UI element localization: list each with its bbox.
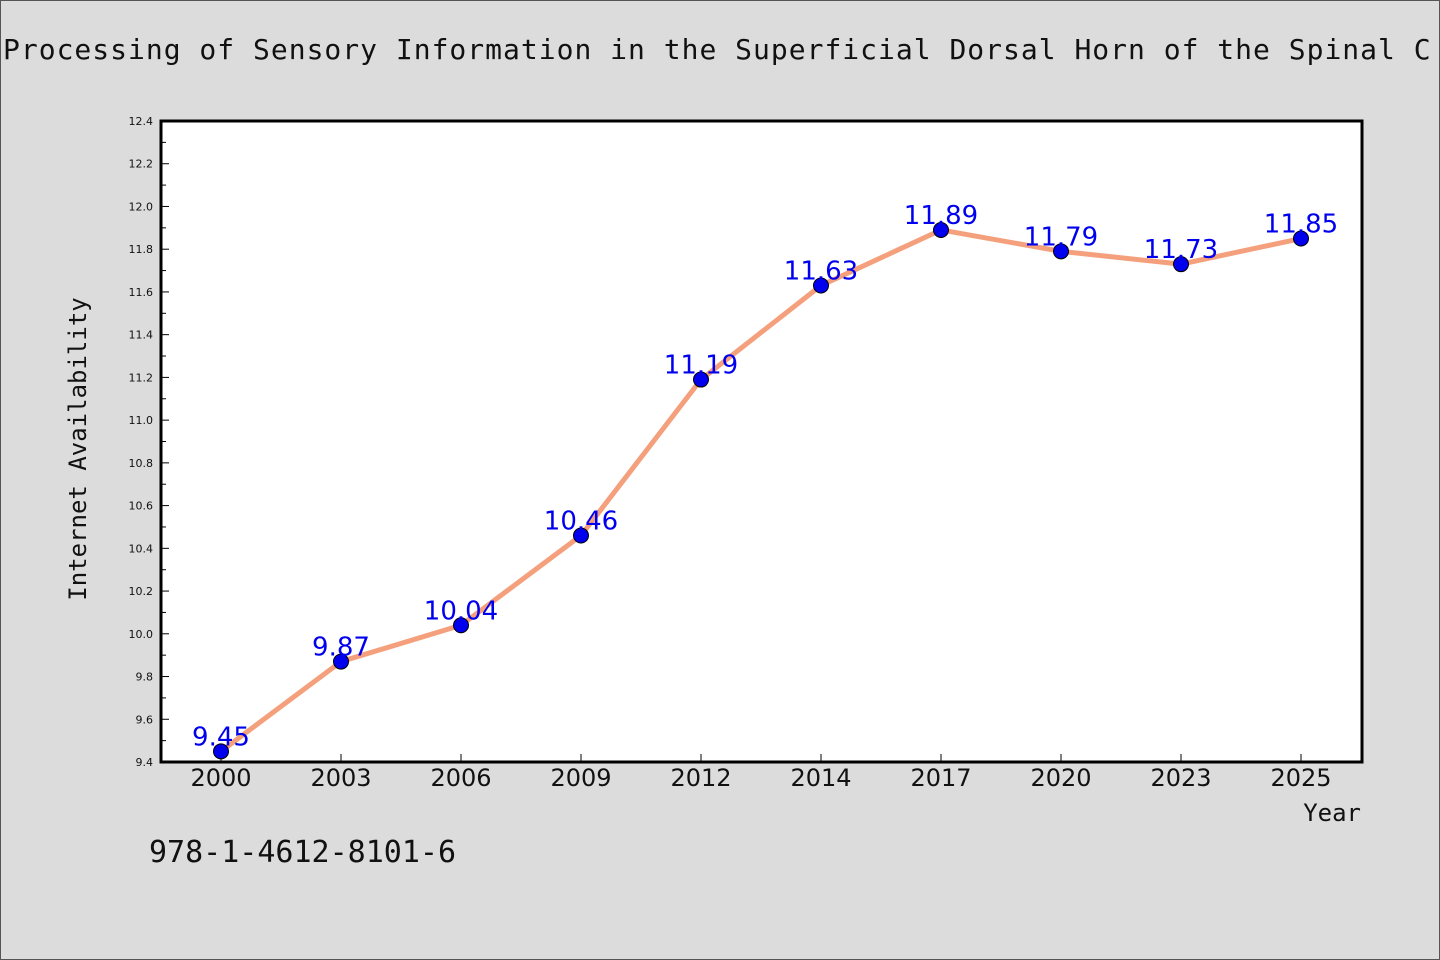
data-label: 10.46 xyxy=(544,507,618,537)
data-label: 9.45 xyxy=(192,722,250,752)
x-tick-label: 2014 xyxy=(790,764,851,792)
data-label: 11.63 xyxy=(784,257,858,287)
x-tick-label: 2000 xyxy=(190,764,251,792)
y-tick-label: 11.0 xyxy=(129,414,154,427)
data-label: 11.79 xyxy=(1024,222,1098,252)
series-line xyxy=(218,227,1304,754)
data-point xyxy=(1173,256,1189,273)
series-markers xyxy=(213,221,1309,760)
data-point xyxy=(333,653,349,670)
y-tick-label: 10.4 xyxy=(129,542,154,555)
x-tick-label: 2006 xyxy=(430,764,491,792)
y-tick-label: 9.8 xyxy=(136,671,154,684)
isbn-text: 978-1-4612-8101-6 xyxy=(149,835,457,870)
y-tick-label: 10.0 xyxy=(129,628,154,641)
data-point xyxy=(693,371,709,388)
x-tick-label: 2009 xyxy=(550,764,611,792)
data-point xyxy=(933,221,949,238)
data-point xyxy=(1053,243,1069,260)
x-axis-ticks: 2000 2003 2006 2009 2012 2014 2017 2020 2023 2025 xyxy=(190,754,1332,792)
y-tick-label: 11.8 xyxy=(129,243,154,256)
data-label: 11.85 xyxy=(1264,210,1338,240)
data-point xyxy=(1293,230,1309,247)
data-label: 11.89 xyxy=(904,201,978,231)
data-labels: 9.45 9.87 10.04 10.46 11.19 11.63 11.89 11.79 11… xyxy=(192,201,1338,752)
data-point xyxy=(813,277,829,294)
x-tick-label: 2017 xyxy=(910,764,971,792)
data-label: 11.73 xyxy=(1144,235,1218,265)
y-tick-label: 10.8 xyxy=(129,457,154,470)
x-tick-label: 2003 xyxy=(310,764,371,792)
y-tick-label: 9.4 xyxy=(136,756,154,769)
x-tick-label: 2025 xyxy=(1270,764,1331,792)
y-tick-label: 10.6 xyxy=(129,500,154,513)
data-label: 9.87 xyxy=(312,633,370,663)
chart-title: Processing of Sensory Information in the… xyxy=(3,33,1432,66)
data-point xyxy=(573,527,589,544)
y-tick-label: 10.2 xyxy=(129,585,154,598)
y-tick-label: 11.6 xyxy=(129,286,154,299)
y-tick-label: 9.6 xyxy=(136,713,154,726)
y-axis-ticks: 9.4 9.6 9.8 10.0 10.2 10.4 10.6 10.8 11.0 11.2 11.… xyxy=(129,115,169,769)
data-label: 11.19 xyxy=(664,351,738,381)
y-tick-label: 11.4 xyxy=(129,329,154,342)
data-point xyxy=(453,617,469,634)
x-tick-label: 2020 xyxy=(1030,764,1091,792)
y-tick-label: 12.4 xyxy=(129,115,154,128)
x-tick-label: 2012 xyxy=(670,764,731,792)
data-label: 10.04 xyxy=(424,596,498,626)
y-tick-label: 11.2 xyxy=(129,371,154,384)
y-tick-label: 12.2 xyxy=(129,158,154,171)
y-axis-label: Internet Availability xyxy=(64,297,92,600)
data-point xyxy=(213,743,229,760)
y-tick-label: 12.0 xyxy=(129,200,154,213)
x-axis-label: Year xyxy=(1303,799,1361,827)
x-tick-label: 2023 xyxy=(1150,764,1211,792)
